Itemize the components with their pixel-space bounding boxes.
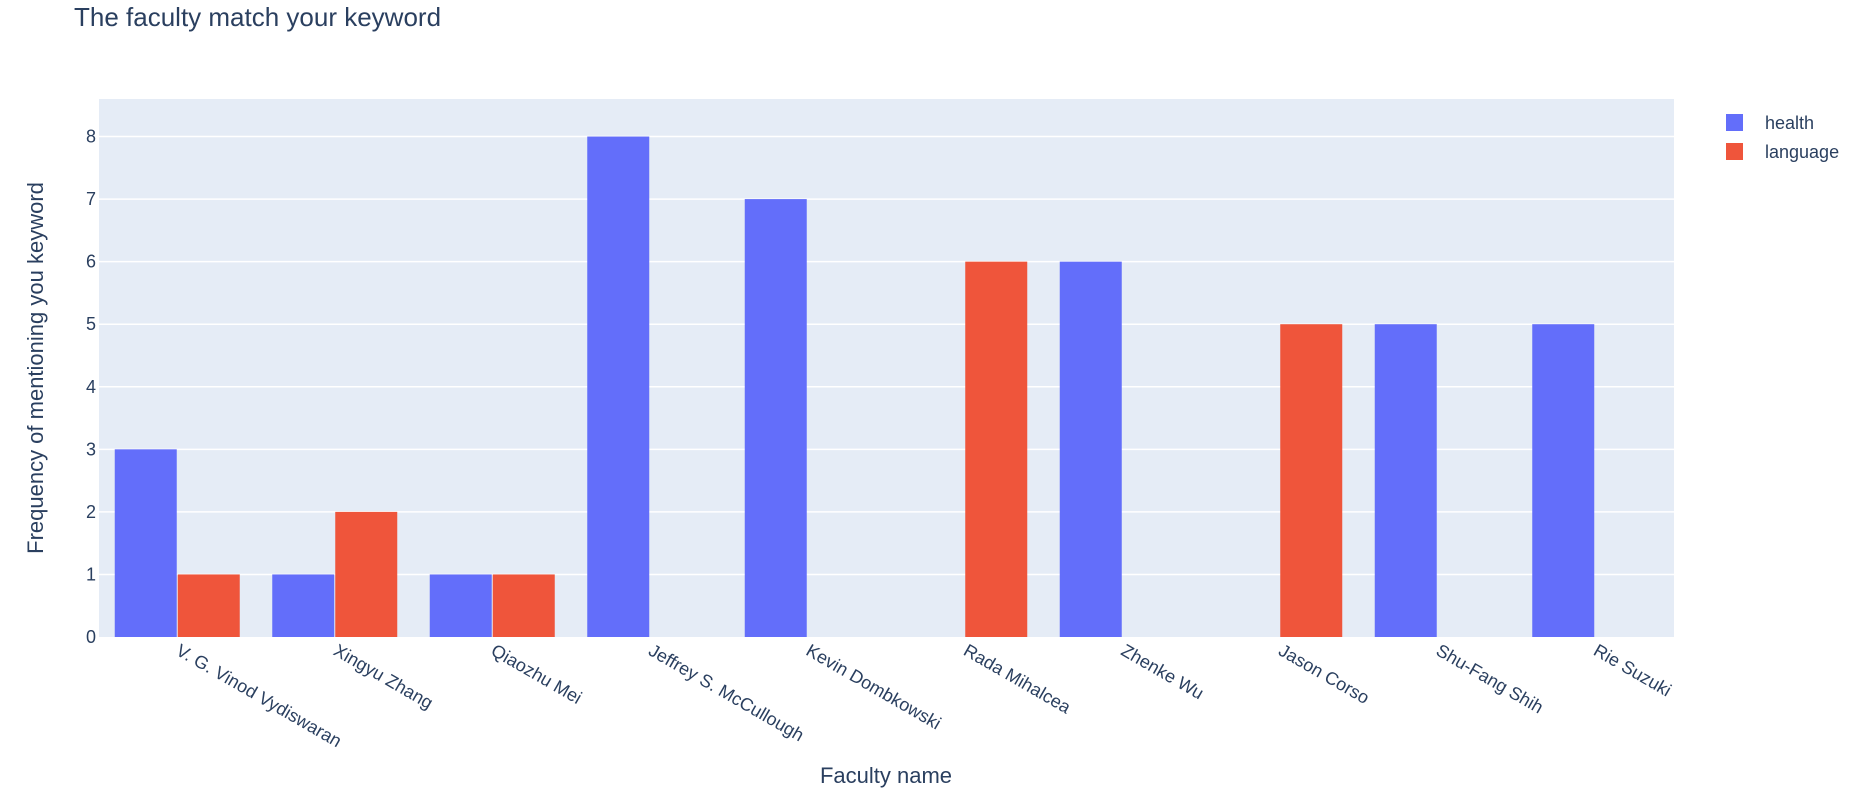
bar-health[interactable] — [429, 574, 492, 637]
y-tick-label: 6 — [86, 252, 96, 272]
x-tick-label: V. G. Vinod Vydiswaran — [173, 640, 345, 751]
bar-health[interactable] — [272, 574, 335, 637]
x-tick-label: Xingyu Zhang — [330, 640, 436, 713]
bars — [114, 136, 1595, 637]
bar-health[interactable] — [587, 136, 650, 637]
bar-health[interactable] — [1059, 261, 1122, 637]
y-tick-label: 1 — [86, 564, 96, 584]
legend-label-language[interactable]: language — [1765, 142, 1839, 162]
x-tick-label: Qiaozhu Mei — [488, 640, 586, 708]
legend-swatch-language[interactable] — [1726, 143, 1743, 160]
bar-language[interactable] — [965, 261, 1028, 637]
y-tick-labels: 0 1 2 3 4 5 6 7 8 — [86, 127, 96, 647]
y-tick-label: 5 — [86, 314, 96, 334]
y-tick-label: 4 — [86, 377, 96, 397]
x-tick-label: Jason Corso — [1275, 640, 1373, 708]
x-tick-label: Rada Mihalcea — [960, 640, 1075, 718]
x-tick-label: Zhenke Wu — [1118, 640, 1207, 703]
bar-language[interactable] — [1280, 324, 1343, 637]
y-tick-label: 7 — [86, 189, 96, 209]
bar-health[interactable] — [114, 449, 177, 637]
x-tick-label: Rie Suzuki — [1590, 640, 1675, 700]
y-tick-label: 2 — [86, 502, 96, 522]
y-tick-label: 8 — [86, 127, 96, 147]
x-tick-label: Shu-Fang Shih — [1433, 640, 1547, 717]
y-axis-title: Frequency of mentioning you keyword — [23, 182, 48, 554]
x-axis-title: Faculty name — [820, 763, 952, 788]
bar-health[interactable] — [744, 199, 807, 637]
x-tick-label: Kevin Dombkowski — [803, 640, 945, 733]
bar-health[interactable] — [1374, 324, 1437, 637]
bar-health[interactable] — [1532, 324, 1595, 637]
y-tick-label: 0 — [86, 627, 96, 647]
legend-label-health[interactable]: health — [1765, 113, 1814, 133]
chart-title: The faculty match your keyword — [74, 2, 441, 32]
x-tick-label: Jeffrey S. McCullough — [645, 640, 807, 745]
bar-language[interactable] — [177, 574, 240, 637]
bar-language[interactable] — [335, 511, 398, 637]
legend-swatch-health[interactable] — [1726, 114, 1743, 131]
y-tick-label: 3 — [86, 439, 96, 459]
legend: health language — [1726, 113, 1839, 162]
bar-language[interactable] — [492, 574, 555, 637]
